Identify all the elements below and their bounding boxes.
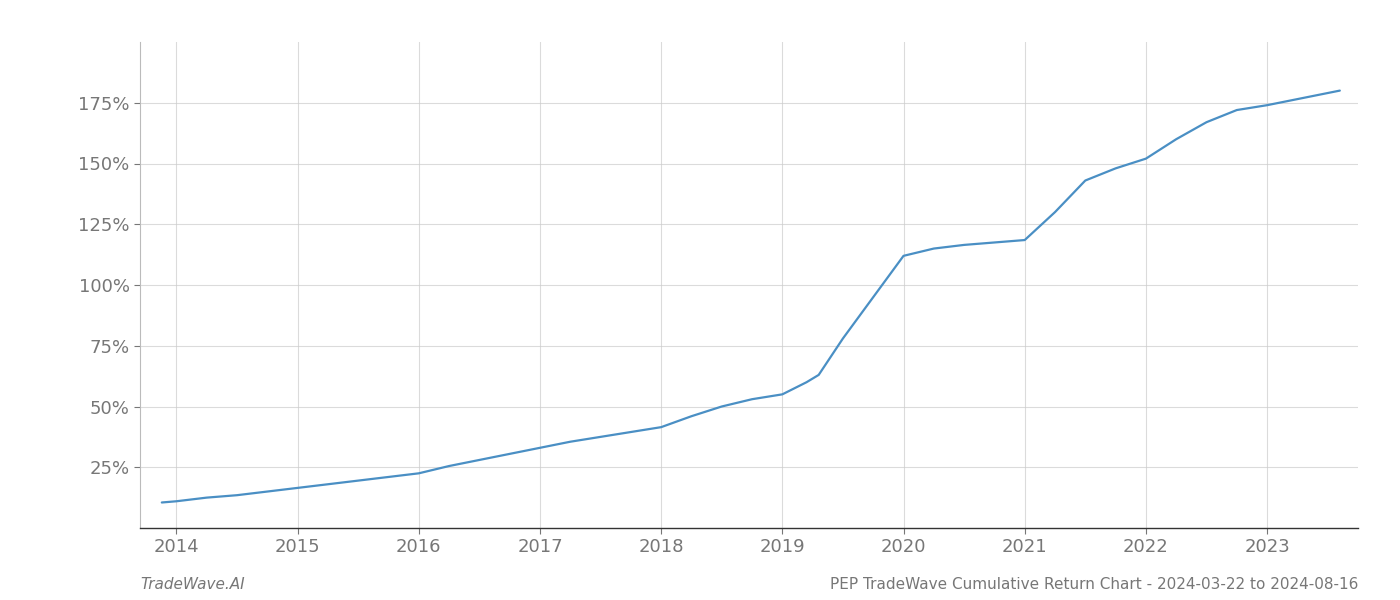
Text: TradeWave.AI: TradeWave.AI [140, 577, 245, 592]
Text: PEP TradeWave Cumulative Return Chart - 2024-03-22 to 2024-08-16: PEP TradeWave Cumulative Return Chart - … [830, 577, 1358, 592]
